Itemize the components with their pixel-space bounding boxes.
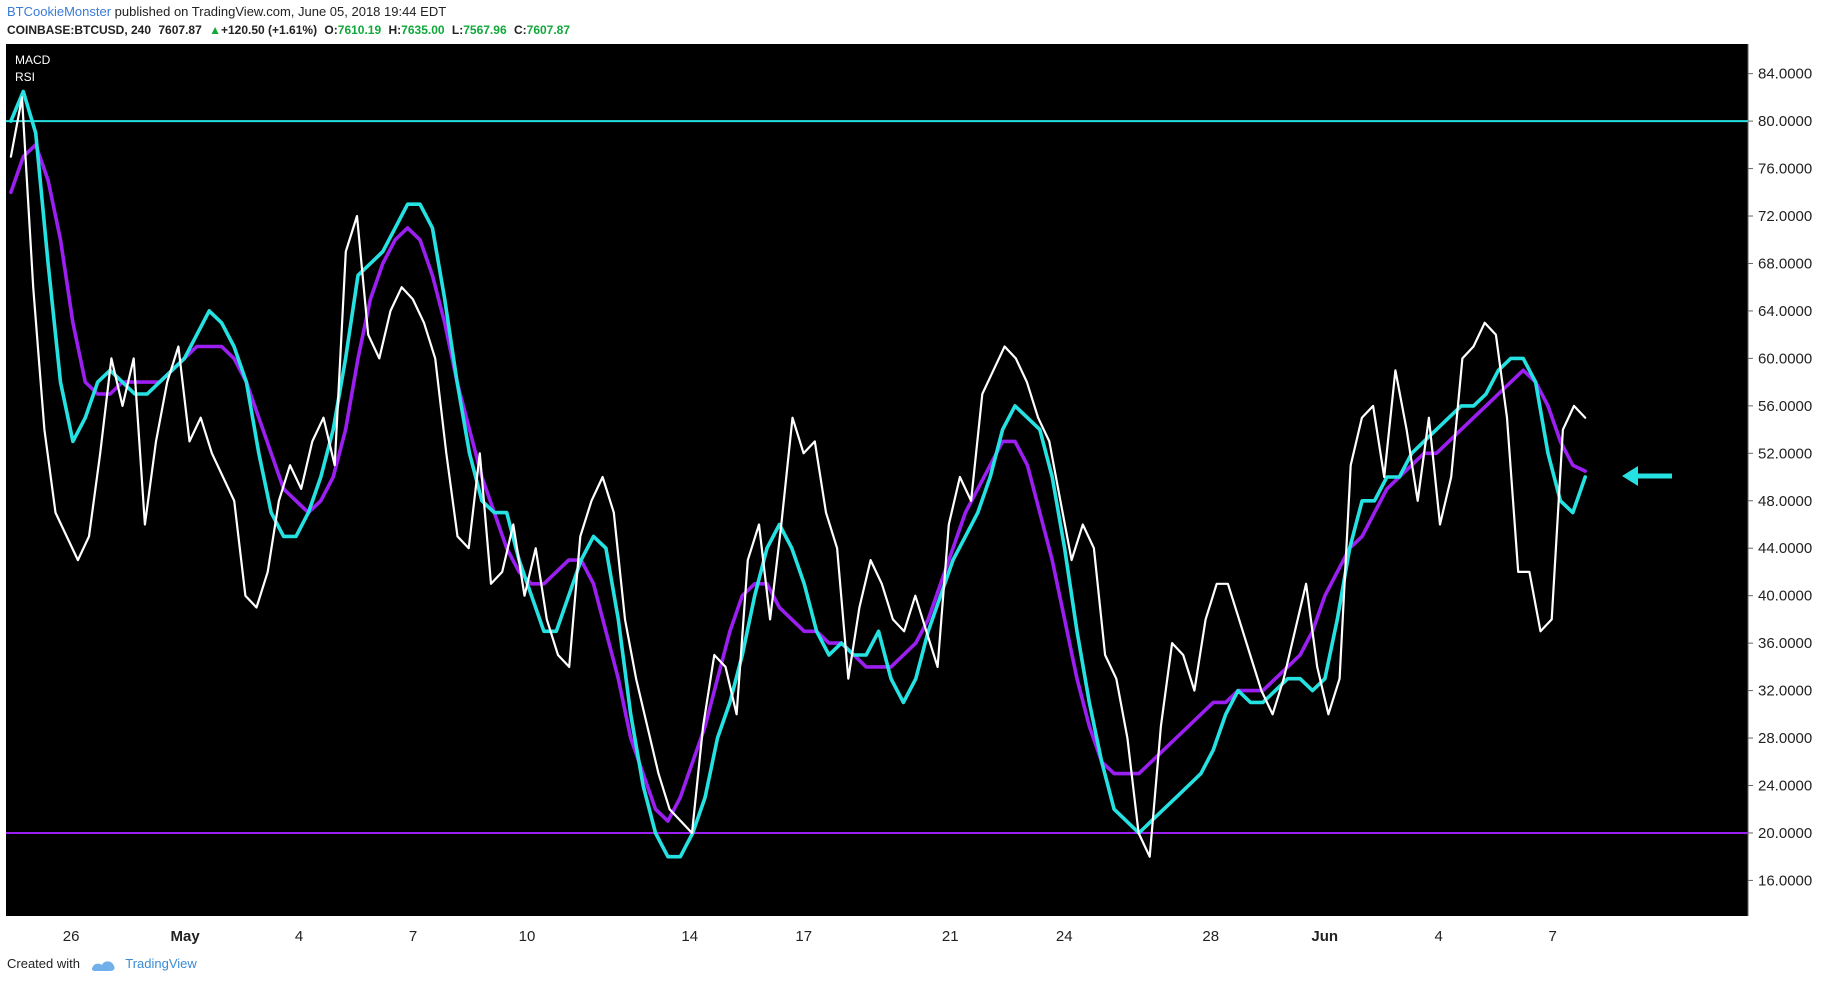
price-value: 7607.87 [158,23,202,37]
change-value: ▲+120.50 (+1.61%) [209,23,318,37]
y-tick-label: 60.0000 [1758,350,1812,367]
plot-background [6,44,1748,916]
published-text: published on TradingView.com, June 05, 2… [114,4,447,19]
chart-svg[interactable]: 84.0000 80.0000 76.0000 72.0000 68.0000 64.00… [6,44,1818,947]
x-tick-label: 4 [295,928,303,945]
x-tick-label: 21 [942,928,959,945]
open-block: O:7610.19 [324,23,381,37]
y-tick-label: 68.0000 [1758,255,1812,272]
x-tick-label: 7 [409,928,417,945]
legend-item[interactable]: MACD [15,53,51,67]
y-tick-label: 72.0000 [1758,208,1812,225]
high-block: H:7635.00 [389,23,445,37]
tradingview-brand[interactable]: TradingView [125,956,197,971]
y-tick-label: 80.0000 [1758,113,1812,130]
x-tick-label: 28 [1202,928,1219,945]
low-value: 7567.96 [463,23,507,37]
x-tick-label: 26 [63,928,80,945]
author-link[interactable]: BTCookieMonster [7,4,112,19]
price-axis-background [1748,44,1818,947]
y-tick-label: 64.0000 [1758,303,1812,320]
y-tick-label: 56.0000 [1758,398,1812,415]
ohlc-line: COINBASE:BTCUSD, 240 7607.87 ▲+120.50 (+… [7,21,574,40]
y-tick-label: 24.0000 [1758,777,1812,794]
x-tick-label: Jun [1311,928,1338,945]
y-tick-label: 52.0000 [1758,445,1812,462]
chart-header: BTCookieMonster published on TradingView… [7,2,574,44]
open-label: O: [324,23,338,37]
legend-item[interactable]: RSI [15,70,35,84]
y-tick-label: 40.0000 [1758,588,1812,605]
high-value: 7635.00 [401,23,445,37]
macd-slow-line [9,143,1587,823]
x-tick-label: 4 [1435,928,1443,945]
x-tick-label: 17 [795,928,812,945]
y-tick-label: 48.0000 [1758,493,1812,510]
x-tick-label: 7 [1548,928,1556,945]
y-tick-label: 84.0000 [1758,66,1812,83]
publish-line: BTCookieMonster published on TradingView… [7,2,574,21]
open-value: 7610.19 [337,23,382,37]
y-tick-label: 32.0000 [1758,683,1812,700]
close-label: C: [513,23,527,37]
y-tick-label: 20.0000 [1758,825,1812,842]
y-tick-label: 28.0000 [1758,730,1812,747]
y-tick-label: 16.0000 [1758,872,1812,889]
x-tick-label: 14 [681,928,698,945]
footer: Created with TradingView [7,956,197,972]
chart-area[interactable]: 84.0000 80.0000 76.0000 72.0000 68.0000 64.00… [6,44,1818,947]
y-tick-label: 36.0000 [1758,635,1812,652]
tradingview-logo-icon [91,960,115,971]
macd-fast-line [9,89,1587,859]
close-block: C:7607.87 [514,23,570,37]
low-label: L: [451,23,464,37]
created-with-text: Created with [7,956,80,971]
close-value: 7607.87 [526,23,571,37]
x-tick-label: 10 [519,928,536,945]
arrow-icon [1622,466,1672,486]
x-tick-label: May [170,928,200,945]
rsi-line [9,96,1587,858]
change-text: +120.50 (+1.61%) [221,23,318,37]
symbol-label: COINBASE:BTCUSD, 240 [7,23,152,37]
y-tick-label: 44.0000 [1758,540,1812,557]
x-tick-label: 24 [1056,928,1073,945]
high-label: H: [388,23,402,37]
low-block: L:7567.96 [452,23,507,37]
y-tick-label: 76.0000 [1758,161,1812,178]
